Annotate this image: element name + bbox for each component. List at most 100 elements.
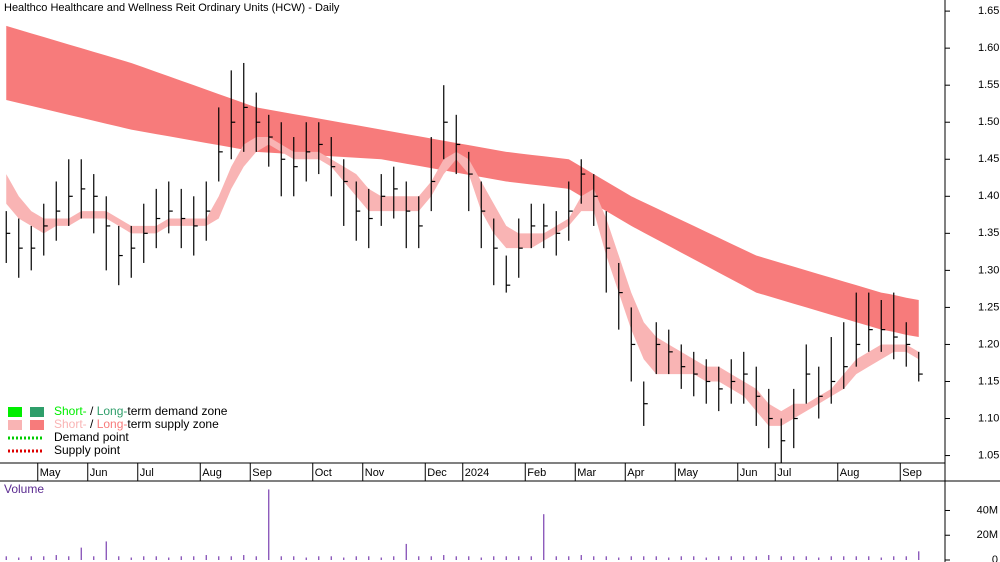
x-tick-label: Mar [577, 467, 596, 479]
volume-bar [355, 556, 357, 560]
x-tick-label: Jul [140, 467, 154, 479]
y-tick-label: 1.65 [978, 5, 999, 17]
x-tick-label: Feb [527, 467, 546, 479]
x-tick-label: Oct [315, 467, 332, 479]
legend-swatch [8, 407, 22, 417]
legend-text: Short- [54, 404, 87, 418]
volume-bar [868, 556, 870, 560]
volume-bar [668, 557, 670, 560]
volume-bar [430, 556, 432, 560]
legend-swatch [8, 420, 22, 430]
x-tick-label: May [40, 467, 61, 479]
chart-title: Healthco Healthcare and Wellness Reit Or… [4, 2, 340, 14]
volume-bar [343, 557, 345, 560]
volume-bar [243, 555, 245, 560]
x-tick-label: Aug [840, 467, 860, 479]
y-tick-label: 1.55 [978, 79, 999, 91]
volume-bar [55, 555, 57, 560]
y-tick-label: 1.25 [978, 301, 999, 313]
y-tick-label: 1.60 [978, 42, 999, 54]
volume-bar [655, 556, 657, 560]
volume-bar [580, 555, 582, 560]
volume-bar [168, 557, 170, 560]
legend-label: Short- / Long-term demand zone [54, 404, 228, 418]
volume-bar [805, 556, 807, 560]
legend-text: Short- [54, 417, 87, 431]
volume-bar [230, 556, 232, 560]
volume-bar [705, 557, 707, 560]
y-tick-label: 1.15 [978, 375, 999, 387]
volume-bar [530, 556, 532, 560]
legend-swatch [30, 420, 44, 430]
x-tick-label: Jun [740, 467, 758, 479]
volume-bar [768, 555, 770, 560]
volume-bar [268, 489, 270, 560]
legend-text: Long- [97, 417, 128, 431]
volume-bar [843, 556, 845, 560]
volume-bar [455, 556, 457, 560]
volume-bar [905, 556, 907, 560]
y-tick-label: 0 [992, 554, 998, 562]
volume-bar [305, 557, 307, 560]
x-tick-label: Nov [365, 467, 385, 479]
x-tick-label: Aug [202, 467, 222, 479]
volume-bar [568, 556, 570, 560]
volume-bar [755, 556, 757, 560]
legend-text: Supply point [54, 443, 121, 457]
legend-label: Demand point [54, 430, 129, 444]
volume-bar [518, 556, 520, 560]
volume-bar [18, 557, 20, 560]
bars [5, 62, 923, 463]
volume-title: Volume [4, 482, 44, 496]
volume-bar [405, 543, 407, 560]
volume-bar [543, 514, 545, 560]
volume-bar [143, 556, 145, 560]
volume-bar [155, 556, 157, 560]
zone-band [6, 137, 919, 426]
legend-text: / [87, 417, 97, 431]
volume-bar [818, 557, 820, 560]
volume-bar [280, 556, 282, 560]
y-tick-label: 1.50 [978, 116, 999, 128]
legend-swatch [30, 407, 44, 417]
volume-bar [180, 556, 182, 560]
volume-bar [480, 557, 482, 560]
volume-bar [368, 556, 370, 560]
volume-bar [118, 556, 120, 560]
volume-bar [730, 556, 732, 560]
volume-bar [830, 556, 832, 560]
volume-bar [893, 556, 895, 560]
volume-bar [693, 556, 695, 560]
volume-bar [105, 541, 107, 560]
volume-bar [680, 556, 682, 560]
y-tick-label: 1.20 [978, 338, 999, 350]
volume-bar [780, 556, 782, 560]
y-tick-label: 20M [977, 529, 998, 541]
y-tick-label: 1.30 [978, 264, 999, 276]
x-tick-label: May [677, 467, 698, 479]
volume-bar [918, 551, 920, 560]
volume-bar [330, 556, 332, 560]
legend-text: / [87, 404, 97, 418]
y-tick-label: 1.10 [978, 412, 999, 424]
y-tick-label: 1.35 [978, 227, 999, 239]
x-tick-label: Sep [902, 467, 922, 479]
y-tick-label: 1.45 [978, 153, 999, 165]
volume-bar [68, 556, 70, 560]
legend-label: Short- / Long-term supply zone [54, 417, 219, 431]
x-tick-label: 2024 [465, 467, 489, 479]
volume-bar [880, 557, 882, 560]
volume-bar [555, 556, 557, 560]
legend-text: Demand point [54, 430, 129, 444]
volume-bar [293, 556, 295, 560]
volume-bar [130, 557, 132, 560]
x-tick-label: Jun [90, 467, 108, 479]
volume-bar [743, 556, 745, 560]
y-tick-label: 1.40 [978, 190, 999, 202]
volume-bar [593, 556, 595, 560]
volume-bar [605, 556, 607, 560]
x-tick-label: Jul [777, 467, 791, 479]
volume-bar [718, 556, 720, 560]
volume-bar [418, 556, 420, 560]
